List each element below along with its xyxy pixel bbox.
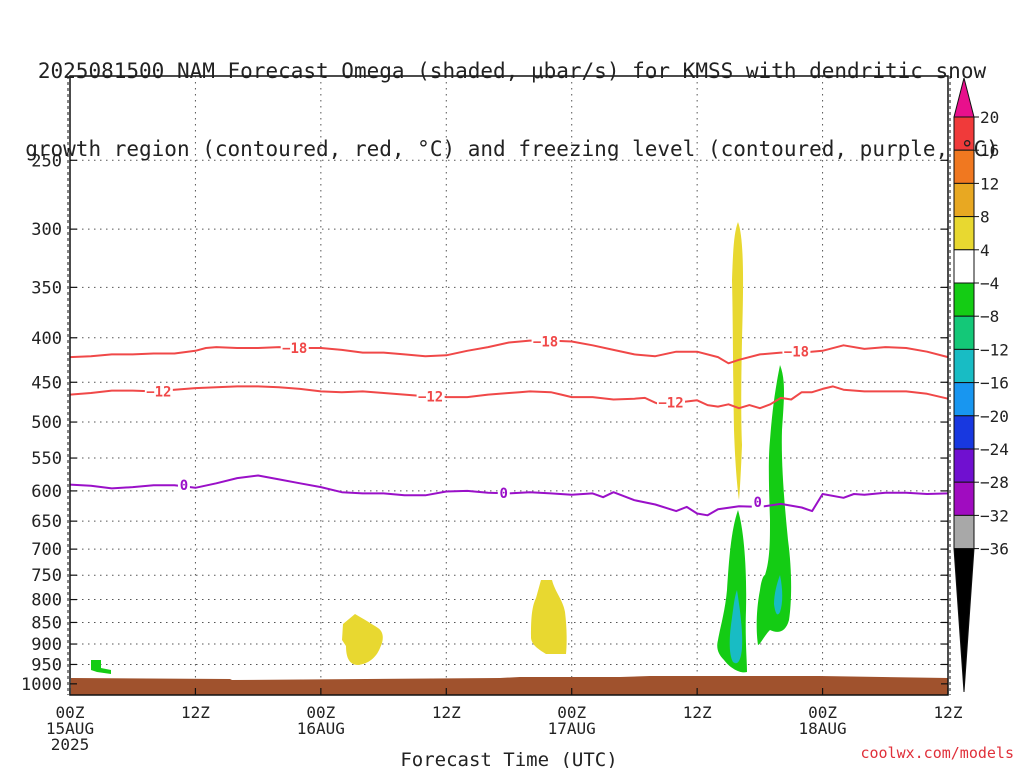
title-line-1: 2025081500 NAM Forecast Omega (shaded, μ…	[37, 59, 987, 83]
chart-title: 2025081500 NAM Forecast Omega (shaded, μ…	[0, 6, 1024, 188]
contour-label: −18	[784, 345, 809, 361]
y-tick-label: 800	[31, 591, 62, 611]
y-tick-label: 700	[31, 540, 62, 560]
y-tick-label: 750	[31, 566, 62, 586]
contour-label-bg	[657, 394, 686, 411]
y-tick-label: 950	[31, 655, 62, 675]
contour-label: 0	[754, 495, 762, 511]
colorbar-label: −24	[980, 440, 1009, 459]
contour-label-bg	[144, 383, 173, 400]
colorbar-segment	[953, 348, 975, 384]
colorbar-label: −12	[980, 340, 1009, 359]
colorbar-segment	[953, 548, 975, 693]
x-tick-label: 16AUG	[297, 719, 345, 738]
terrain	[71, 676, 948, 695]
title-line-2: growth region (contoured, red, °C) and f…	[25, 137, 999, 161]
omega-negative-fragment	[91, 660, 111, 674]
colorbar-label: 20	[980, 108, 999, 127]
colorbar-label: −28	[980, 473, 1009, 492]
contour-label: −18	[533, 335, 558, 351]
omega-positive-900hpa-a	[342, 614, 383, 665]
source-credit: coolwx.com/models	[860, 744, 1014, 762]
x-tick-label: 12Z	[934, 703, 963, 722]
colorbar-label: 16	[980, 141, 999, 160]
colorbar-segment	[953, 514, 975, 550]
colorbar-label: −8	[980, 307, 999, 326]
y-tick-label: 850	[31, 613, 62, 633]
x-tick-label: 18AUG	[798, 719, 846, 738]
x-tick-label: 12Z	[181, 703, 210, 722]
colorbar-label: 12	[980, 174, 999, 193]
colorbar-label: −36	[980, 540, 1009, 559]
x-tick-label: 12Z	[683, 703, 712, 722]
colorbar-segment	[953, 481, 975, 516]
y-tick-label: 650	[31, 512, 62, 532]
colorbar-segment	[953, 249, 975, 284]
y-tick-label: 900	[31, 635, 62, 655]
x-tick-label: 12Z	[432, 703, 461, 722]
colorbar-label: −4	[980, 274, 999, 293]
colorbar-label: −16	[980, 374, 1009, 393]
x-tick-label: 00Z	[557, 703, 586, 722]
colorbar-segment	[953, 182, 975, 218]
y-tick-label: 400	[31, 329, 62, 349]
colorbar-segment	[953, 282, 975, 317]
contour-label: 0	[500, 486, 508, 502]
colorbar-label: −20	[980, 407, 1009, 426]
contour-label-bg	[177, 477, 190, 494]
axes-layer: 2503003504004505005506006507007508008509…	[21, 75, 963, 768]
omega-negative-core	[729, 590, 743, 664]
omega-positive-900hpa-b	[531, 580, 567, 654]
colorbar-segment	[953, 415, 975, 450]
colorbar-label: −32	[980, 506, 1009, 525]
x-tick-label: 00Z	[808, 703, 837, 722]
contour-label: −18	[282, 341, 307, 357]
contour-label: 0	[180, 478, 188, 494]
colorbar-segment	[953, 216, 975, 251]
plot-frame	[69, 75, 949, 696]
y-tick-label: 550	[31, 449, 62, 469]
y-tick-label: 300	[31, 220, 62, 240]
x-axis-label: Forecast Time (UTC)	[400, 749, 617, 768]
contour-line	[69, 474, 949, 517]
y-tick-label: 600	[31, 482, 62, 502]
omega-negative-core-b	[774, 575, 783, 615]
contour-label-bg	[782, 343, 811, 360]
colorbar-segment	[953, 448, 975, 483]
y-tick-label: 500	[31, 413, 62, 433]
contour-label-bg	[531, 333, 560, 350]
contour-label: −12	[658, 396, 683, 412]
y-tick-label: 350	[31, 278, 62, 298]
x-tick-label: 00Z	[56, 703, 85, 722]
contour-label-bg	[497, 484, 510, 501]
colorbar-label: 4	[980, 241, 990, 260]
contour-line	[69, 385, 949, 410]
contour-line	[69, 339, 949, 365]
contour-label-bg	[751, 494, 764, 511]
colorbar-label: 8	[980, 208, 990, 227]
contour-label: −12	[418, 389, 443, 405]
colorbar-segment	[953, 315, 975, 350]
colorbar: 20 16 12 8 4 −4 −8 −12 −16 −20 −24 −28 −32 −36	[953, 77, 1009, 693]
omega-shading-layer	[71, 222, 948, 695]
y-tick-label: 250	[31, 151, 62, 171]
colorbar-segment	[953, 382, 975, 417]
contour-label-bg	[416, 388, 445, 405]
y-tick-label: 450	[31, 373, 62, 393]
x-tick-label: 17AUG	[548, 719, 596, 738]
contour-label-bg	[280, 340, 309, 357]
temperature-contour-layer: −18 −18 −18 −12 −12 −12 0 0 0	[69, 333, 949, 517]
y-tick-label: 1000	[21, 675, 62, 695]
x-tick-label: 00Z	[306, 703, 335, 722]
contour-label: −12	[146, 384, 171, 400]
x-tick-label: 2025	[51, 735, 90, 754]
x-tick-label: 15AUG	[46, 719, 94, 738]
